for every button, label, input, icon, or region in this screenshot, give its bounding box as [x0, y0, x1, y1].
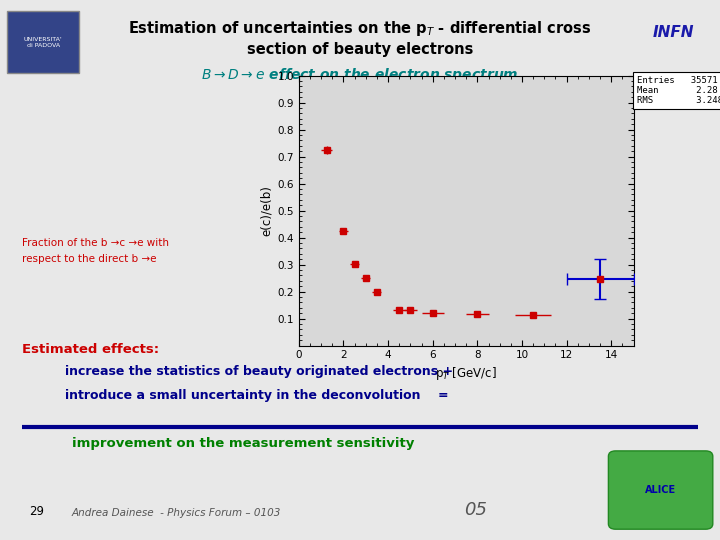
Text: Fraction of the b →c →e with
respect to the direct b →e: Fraction of the b →c →e with respect to …: [22, 238, 168, 264]
Text: UNIVERSITA'
di PADOVA: UNIVERSITA' di PADOVA: [24, 37, 63, 48]
Text: Estimated effects:: Estimated effects:: [22, 343, 158, 356]
Text: Entries   35571
Mean       2.28
RMS        3.248: Entries 35571 Mean 2.28 RMS 3.248: [637, 76, 720, 105]
Text: Estimation of uncertainties on the p$_T$ - differential cross
section of beauty : Estimation of uncertainties on the p$_T$…: [128, 19, 592, 57]
Text: INFN: INFN: [652, 25, 694, 40]
Text: Andrea Dainese  - Physics Forum – 0103: Andrea Dainese - Physics Forum – 0103: [72, 508, 282, 518]
X-axis label: p$_{T}$ [GeV/c]: p$_{T}$ [GeV/c]: [436, 364, 497, 382]
FancyBboxPatch shape: [608, 451, 713, 529]
Text: ALICE: ALICE: [644, 485, 676, 495]
Text: improvement on the measurement sensitivity: improvement on the measurement sensitivi…: [72, 437, 415, 450]
Text: 29: 29: [29, 505, 44, 518]
Bar: [7, 11, 79, 73]
Text: increase the statistics of beauty originated electrons +: increase the statistics of beauty origin…: [65, 364, 453, 377]
Text: 05: 05: [464, 502, 487, 519]
Text: introduce a small uncertainty in the deconvolution    =: introduce a small uncertainty in the dec…: [65, 389, 449, 402]
Text: $B \rightarrow D \rightarrow e$ effect on the electron spectrum: $B \rightarrow D \rightarrow e$ effect o…: [201, 66, 519, 84]
Y-axis label: e(c)/e(b): e(c)/e(b): [260, 185, 274, 236]
